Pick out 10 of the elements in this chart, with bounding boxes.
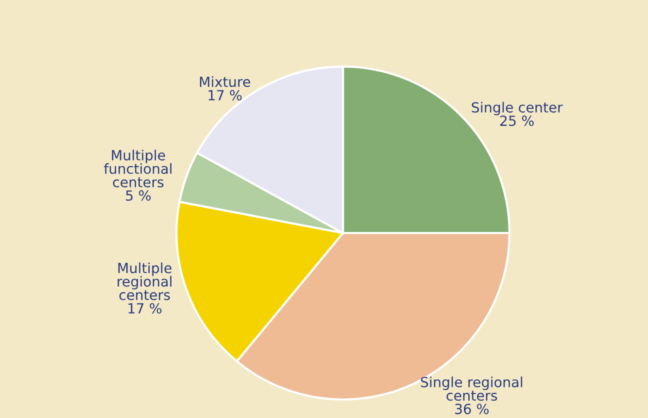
slice-label: Mixture	[200, 76, 250, 88]
data-label: 17 %	[208, 90, 242, 100]
data-label: 17 %	[128, 303, 162, 314]
slice-label: Multiple regional centers	[118, 262, 172, 300]
slice-label: Single center	[472, 102, 563, 116]
data-label: 25 %	[500, 116, 534, 126]
slice-label: Single regional centers	[420, 376, 522, 401]
slice-label: Multiple functional centers	[104, 150, 172, 188]
data-label: 36 %	[455, 404, 489, 414]
data-label: 5 %	[126, 190, 151, 201]
